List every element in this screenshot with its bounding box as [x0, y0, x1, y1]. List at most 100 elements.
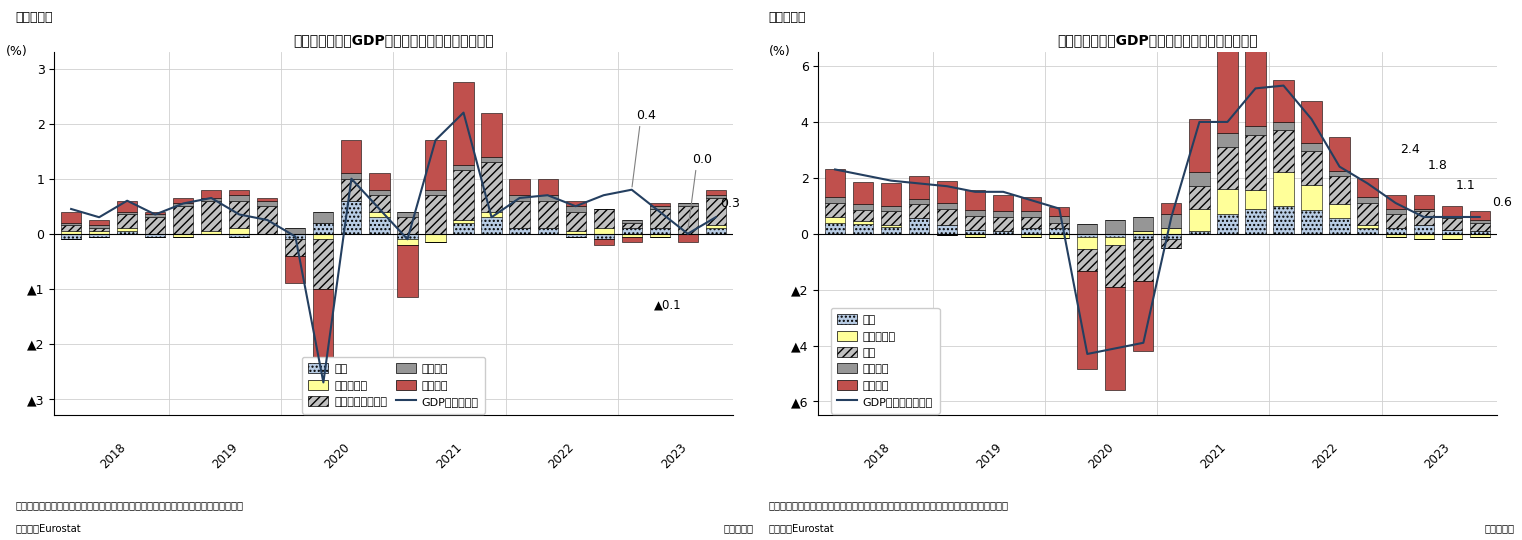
Bar: [90, 231, 110, 234]
Bar: [174, 206, 193, 234]
Text: 2021: 2021: [1198, 441, 1228, 471]
Bar: [1105, 245, 1125, 287]
Bar: [537, 195, 557, 201]
Bar: [370, 190, 390, 195]
Bar: [1301, 185, 1321, 210]
Bar: [1078, 234, 1097, 237]
Bar: [230, 195, 250, 201]
Bar: [621, 237, 642, 242]
Bar: [825, 170, 845, 198]
Bar: [566, 212, 586, 231]
Bar: [881, 227, 901, 234]
Bar: [510, 179, 530, 195]
Bar: [1021, 228, 1041, 234]
Bar: [965, 230, 985, 234]
Bar: [61, 234, 81, 239]
Bar: [454, 220, 473, 222]
Bar: [1189, 186, 1210, 208]
Legend: 外需, 在庫変動等, 投資, 政府消費, 個人消費, GDP（前年同期比）: 外需, 在庫変動等, 投資, 政府消費, 個人消費, GDP（前年同期比）: [831, 308, 939, 414]
Bar: [566, 234, 586, 237]
Bar: [1134, 231, 1154, 234]
Bar: [1358, 198, 1377, 203]
Bar: [938, 225, 957, 234]
Bar: [341, 201, 362, 234]
Bar: [965, 191, 985, 210]
Bar: [90, 234, 110, 237]
Bar: [1358, 228, 1377, 234]
Bar: [650, 209, 670, 228]
Text: 0.6: 0.6: [1492, 196, 1511, 209]
Bar: [1049, 234, 1070, 238]
Bar: [510, 195, 530, 201]
Bar: [881, 211, 901, 225]
Bar: [117, 231, 137, 234]
Text: 2019: 2019: [210, 441, 240, 471]
Bar: [1385, 194, 1406, 208]
Bar: [938, 234, 957, 235]
Title: ユーロ圏の実質GDP成長率（需要項目別寄与度）: ユーロ圏の実質GDP成長率（需要項目別寄与度）: [294, 33, 493, 47]
Bar: [1161, 214, 1181, 228]
Bar: [1105, 220, 1125, 234]
Bar: [1414, 194, 1434, 208]
Bar: [61, 231, 81, 234]
Bar: [1274, 172, 1294, 206]
Bar: [1414, 211, 1434, 225]
Bar: [1274, 206, 1294, 234]
Bar: [230, 190, 250, 195]
Bar: [677, 206, 699, 234]
Bar: [1021, 198, 1041, 211]
Bar: [90, 220, 110, 226]
Bar: [1385, 208, 1406, 214]
Bar: [621, 222, 642, 228]
Bar: [370, 217, 390, 234]
Bar: [621, 220, 642, 222]
Bar: [1358, 178, 1377, 198]
Bar: [1218, 35, 1237, 133]
Text: （注）季節調整値、寄与度は前年同期比伸び率に対する寄与度で最新四半期のデータなし: （注）季節調整値、寄与度は前年同期比伸び率に対する寄与度で最新四半期のデータなし: [769, 500, 1009, 510]
Title: ユーロ圏の実質GDP成長率（需要項目別寄与度）: ユーロ圏の実質GDP成長率（需要項目別寄与度）: [1058, 33, 1257, 47]
Bar: [1134, 234, 1154, 239]
Bar: [201, 198, 221, 201]
Bar: [677, 234, 699, 242]
Bar: [1245, 134, 1266, 191]
Bar: [230, 228, 250, 234]
Bar: [201, 231, 221, 234]
Bar: [621, 228, 642, 234]
Text: （図表１）: （図表１）: [15, 11, 53, 24]
Bar: [566, 206, 586, 212]
Bar: [1049, 222, 1070, 228]
Bar: [994, 194, 1014, 211]
Text: 2018: 2018: [861, 441, 892, 471]
Bar: [454, 171, 473, 220]
Bar: [1385, 234, 1406, 237]
Bar: [285, 239, 306, 256]
Text: （図表２）: （図表２）: [769, 11, 807, 24]
Bar: [1441, 234, 1461, 239]
Bar: [257, 198, 277, 201]
Bar: [1189, 172, 1210, 186]
Bar: [537, 228, 557, 234]
Bar: [61, 222, 81, 226]
Bar: [1470, 222, 1490, 231]
Bar: [174, 234, 193, 237]
Bar: [881, 184, 901, 206]
Bar: [706, 195, 726, 198]
Bar: [426, 190, 446, 195]
Bar: [566, 201, 586, 206]
Bar: [1330, 137, 1350, 171]
Bar: [370, 212, 390, 217]
Bar: [706, 228, 726, 234]
Text: 2018: 2018: [97, 441, 128, 471]
Bar: [481, 157, 502, 162]
Bar: [1330, 171, 1350, 177]
Bar: [370, 173, 390, 190]
Bar: [537, 201, 557, 228]
Bar: [537, 179, 557, 195]
Bar: [1330, 205, 1350, 218]
Bar: [314, 239, 333, 289]
Bar: [1301, 151, 1321, 185]
Bar: [994, 217, 1014, 231]
Text: 2023: 2023: [659, 441, 689, 471]
Bar: [201, 201, 221, 231]
Bar: [1330, 218, 1350, 234]
